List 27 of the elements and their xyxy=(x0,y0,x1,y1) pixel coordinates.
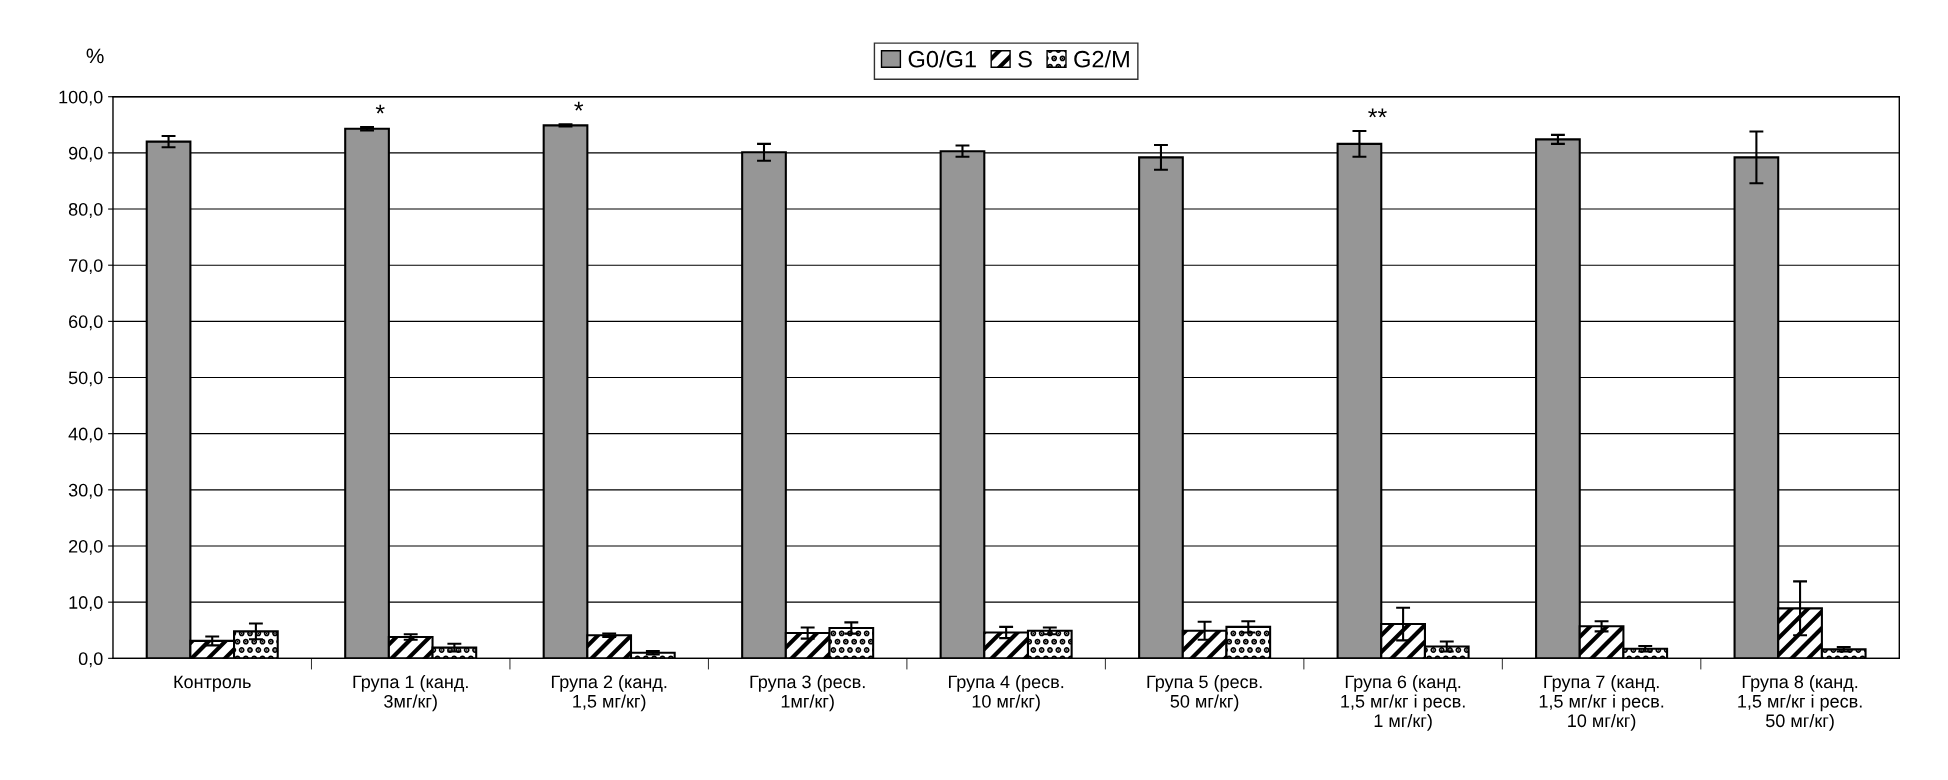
legend-label: G2/M xyxy=(1074,50,1129,68)
y-axis-title: % xyxy=(86,48,104,64)
x-tick-label: Група 5 (ресв. 50 мг/кг) xyxy=(1147,674,1262,712)
y-tick-label: 100,0 xyxy=(59,90,103,106)
y-tick-label: 80,0 xyxy=(68,202,103,218)
x-tick-label: Група 4 (ресв. 10 мг/кг) xyxy=(949,674,1064,712)
x-tick-label: Група 1 (канд. 3мг/кг) xyxy=(353,674,468,712)
y-tick-label: 40,0 xyxy=(68,427,103,443)
y-tick-label: 10,0 xyxy=(69,596,103,612)
y-tick-label: 70,0 xyxy=(69,259,103,275)
y-tick-label: 60,0 xyxy=(69,315,103,331)
y-tick-label: 0,0 xyxy=(78,652,103,668)
y-tick-label: 20,0 xyxy=(69,539,103,555)
annotation: * xyxy=(574,101,584,111)
x-tick-label: Група 3 (ресв. 1мг/кг) xyxy=(750,674,865,712)
y-tick-label: 30,0 xyxy=(68,483,103,499)
x-tick-label: Група 2 (канд. 1,5 мг/кг) xyxy=(551,674,667,712)
x-tick-label: Група 7 (канд. 1,5 мг/кг і ресв. 10 мг/кг) xyxy=(1539,674,1664,731)
y-tick-label: 90,0 xyxy=(68,146,103,162)
annotation: ** xyxy=(1368,108,1387,118)
legend-label: S xyxy=(1018,50,1032,68)
x-tick-label: Контроль xyxy=(174,675,251,692)
legend-label: G0/G1 xyxy=(908,50,976,68)
x-tick-label: Група 8 (канд. 1,5 мг/кг і ресв. 50 мг/кг) xyxy=(1738,674,1862,731)
annotation: * xyxy=(375,104,385,114)
y-tick-label: 50,0 xyxy=(68,371,103,387)
x-tick-label: Група 6 (канд. 1,5 мг/кг і ресв. 1 мг/кг) xyxy=(1341,674,1465,731)
